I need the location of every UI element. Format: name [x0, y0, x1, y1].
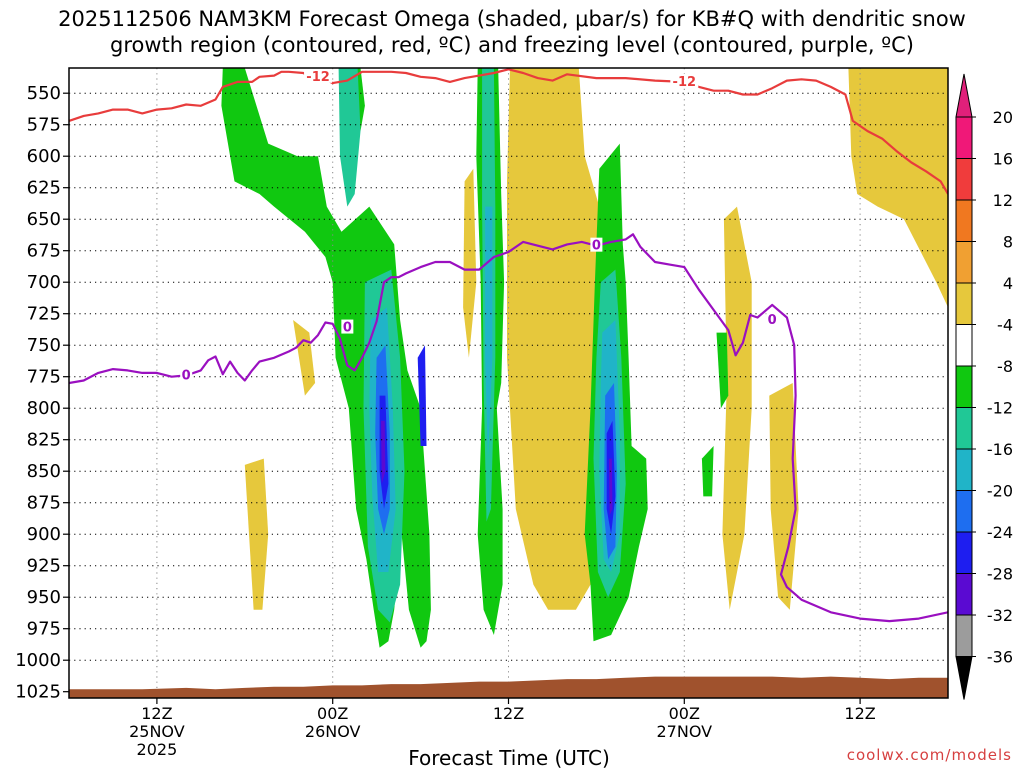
omega-shading: [221, 68, 948, 648]
colorbar-swatch: [955, 490, 973, 533]
x-tick-label: 12Z: [141, 704, 172, 723]
colorbar-tick-label: -20: [987, 482, 1013, 501]
negative-omega-region-19: [338, 68, 361, 207]
colorbar-tick-label: 4: [1003, 274, 1013, 293]
y-tick-label: 550: [27, 83, 61, 104]
positive-omega-region-6: [507, 68, 601, 610]
y-tick-label: 625: [27, 178, 61, 199]
x-axis-label: Forecast Time (UTC): [408, 746, 610, 768]
colorbar-swatch: [955, 614, 973, 657]
x-tick-label: 25NOV: [129, 722, 185, 741]
negative-omega-region-24: [485, 206, 493, 459]
freezing-contour-label-bg: [590, 237, 603, 252]
x-tick-label: 2025: [137, 740, 178, 759]
y-tick-label: 1000: [15, 650, 61, 671]
dgz-contour-label: -12: [306, 70, 330, 85]
y-tick-label: 700: [27, 272, 61, 293]
colorbar-swatch: [955, 448, 973, 491]
chart-title-line-1: 2025112506 NAM3KM Forecast Omega (shaded…: [58, 7, 966, 31]
chart-title-line-2: growth region (contoured, red, ºC) and f…: [110, 33, 914, 57]
freezing-contour-label: 0: [182, 368, 191, 383]
colorbar-swatch: [955, 324, 973, 367]
negative-omega-region-31: [381, 420, 386, 484]
dgz-contour-line: [69, 68, 948, 195]
freezing-contour-line: [69, 233, 948, 623]
positive-omega-region-11: [722, 206, 752, 610]
colorbar-top-arrow: [955, 73, 973, 118]
x-tick-label: 00Z: [317, 704, 348, 723]
colorbar-tick-label: -16: [987, 440, 1013, 459]
positive-omega-region-7: [848, 68, 948, 308]
positive-omega-region-10: [463, 168, 477, 358]
colorbar-tick-label: -12: [987, 399, 1013, 418]
freezing-contour-label-bg: [180, 367, 193, 382]
negative-omega-region-32: [608, 458, 613, 516]
colorbar-swatch: [955, 241, 973, 284]
colorbar-swatch: [955, 282, 973, 325]
freezing-contour-label-bg: [341, 319, 354, 334]
y-tick-label: 1025: [15, 682, 61, 703]
y-tick-label: 975: [27, 619, 61, 640]
x-tick-label: 26NOV: [305, 722, 361, 741]
freezing-contour-label-bg: [766, 312, 779, 326]
colorbar-tick-label: -36: [987, 648, 1013, 667]
colorbar-tick-label: -8: [997, 357, 1013, 376]
x-tick-label: 12Z: [844, 704, 875, 723]
y-tick-label: 950: [27, 587, 61, 608]
colorbar-tick-label: -4: [997, 316, 1013, 335]
freezing-contour-label: 0: [592, 239, 601, 254]
colorbar: 20 16 12 8 4 -4 -8 -12 -16 -20 -24 -28 -32 -36: [955, 73, 1013, 700]
y-tick-label: 875: [27, 493, 61, 514]
dgz-contour-label-bg: [670, 73, 699, 88]
colorbar-swatch: [955, 365, 973, 408]
y-tick-label: 800: [27, 398, 61, 419]
negative-omega-region-18: [701, 446, 714, 497]
colorbar-swatch: [955, 199, 973, 242]
colorbar-swatch: [955, 407, 973, 450]
y-tick-label: 675: [27, 241, 61, 262]
colorbar-tick-label: -32: [987, 606, 1013, 625]
credit-text: coolwx.com/models: [847, 746, 1012, 764]
colorbar-tick-label: 16: [993, 150, 1013, 169]
colorbar-swatch: [955, 531, 973, 574]
dgz-contour-label-bg: [304, 68, 333, 83]
colorbar-tick-label: 20: [993, 108, 1013, 127]
colorbar-swatch: [955, 158, 973, 201]
y-tick-label: 750: [27, 335, 61, 356]
y-tick-label: 850: [27, 461, 61, 482]
dgz-contour-label: -12: [673, 75, 697, 90]
colorbar-swatch: [955, 116, 973, 159]
colorbar-tick-label: -28: [987, 565, 1013, 584]
positive-omega-region-9: [293, 320, 316, 396]
x-tick-label: 12Z: [493, 704, 524, 723]
y-tick-label: 775: [27, 367, 61, 388]
y-tick-label: 575: [27, 115, 61, 136]
colorbar-swatch: [955, 573, 973, 616]
negative-omega-region-17: [716, 332, 729, 409]
negative-omega-region-30: [417, 345, 427, 446]
colorbar-tick-label: 8: [1003, 233, 1013, 252]
x-tick-label: 00Z: [669, 704, 700, 723]
terrain-surface: [69, 676, 948, 698]
freezing-contour-label: 0: [768, 313, 777, 328]
colorbar-bottom-arrow: [955, 656, 973, 700]
contours: -12 -12 0 0 0 0: [69, 68, 948, 623]
y-tick-label: 900: [27, 524, 61, 545]
x-tick-label: 27NOV: [657, 722, 713, 741]
y-tick-label: 650: [27, 209, 61, 230]
freezing-contour-label: 0: [343, 321, 352, 336]
y-tick-label: 825: [27, 430, 61, 451]
y-tick-label: 600: [27, 146, 61, 167]
terrain: [69, 676, 948, 698]
y-tick-label: 925: [27, 556, 61, 577]
colorbar-tick-label: -24: [987, 523, 1013, 542]
colorbar-tick-label: 12: [993, 191, 1013, 210]
y-tick-label: 725: [27, 304, 61, 325]
y-axis: 550 575 600 625 650 675 700 725 750 775 800 825 850 8…: [15, 83, 69, 703]
